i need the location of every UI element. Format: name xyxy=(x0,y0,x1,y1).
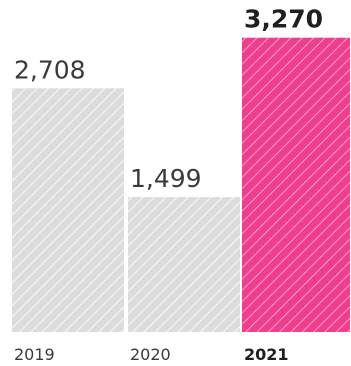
bar-2019 xyxy=(12,88,124,332)
category-label-2021: 2021 xyxy=(244,345,289,364)
value-label-2021: 3,270 xyxy=(244,5,323,34)
bars-layer xyxy=(12,37,350,332)
value-label-2019: 2,708 xyxy=(14,55,86,84)
value-label-2020: 1,499 xyxy=(130,164,202,193)
category-label-2020: 2020 xyxy=(130,345,171,364)
value-labels-layer: 2,708 1,499 3,270 xyxy=(14,5,323,193)
bar-2020 xyxy=(128,197,240,332)
category-label-2019: 2019 xyxy=(14,345,55,364)
bar-2021 xyxy=(242,37,350,332)
category-labels-layer: 2019 2020 2021 xyxy=(14,345,289,364)
